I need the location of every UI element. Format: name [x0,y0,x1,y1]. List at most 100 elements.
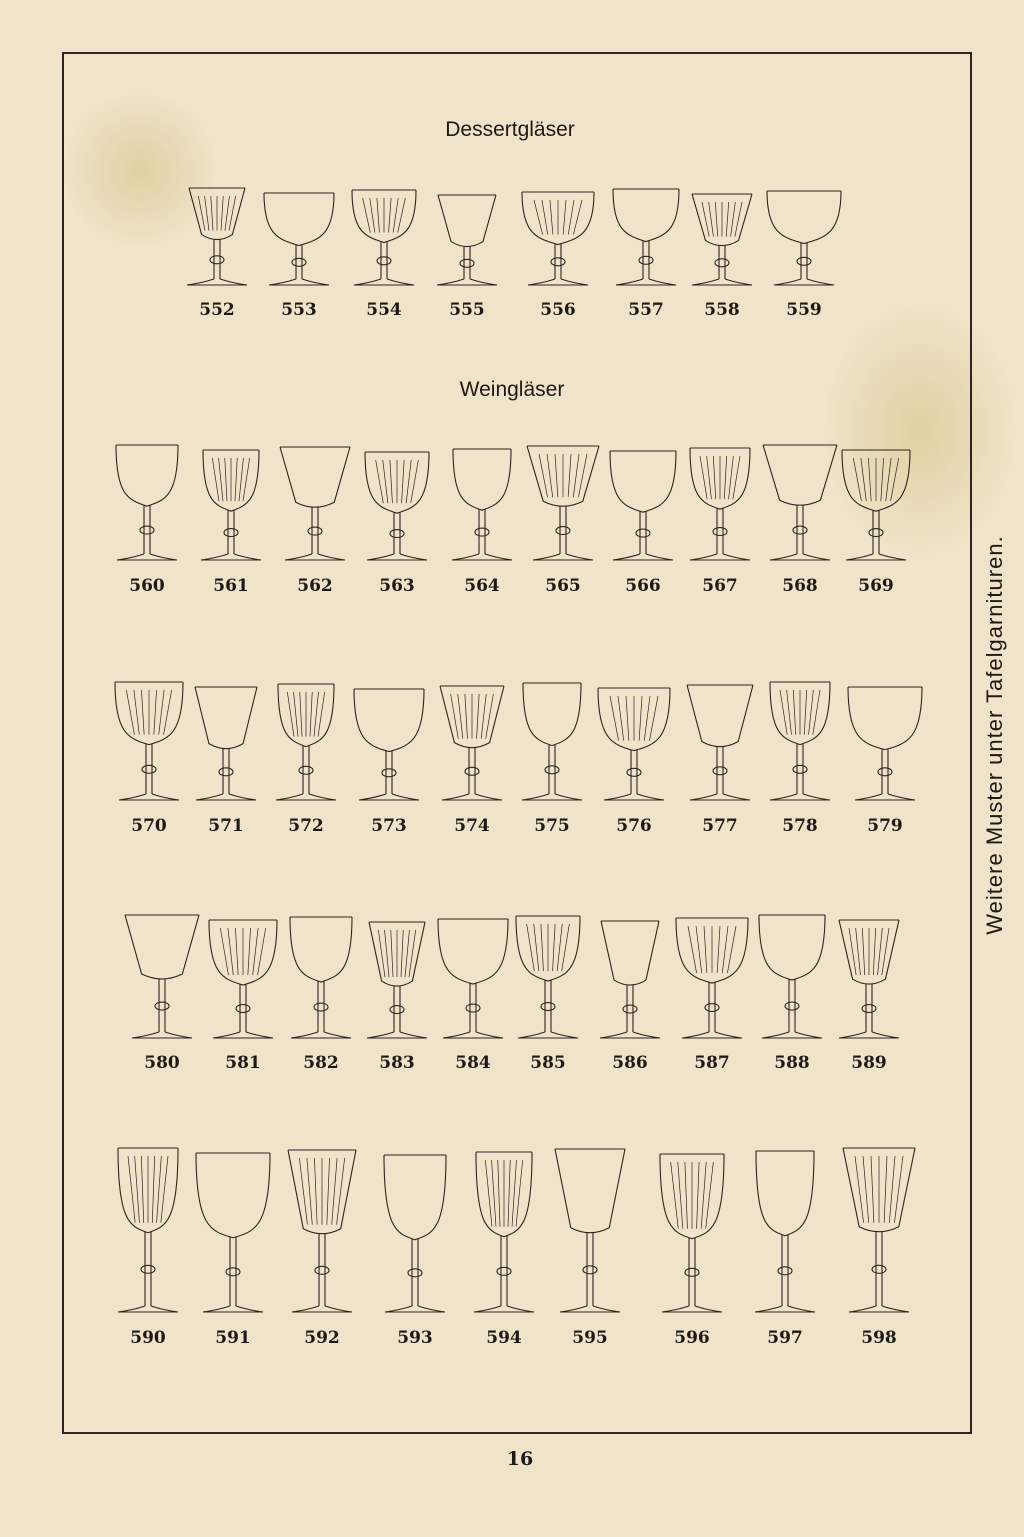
item-number: 594 [486,1328,522,1348]
glass-584 [437,918,509,1039]
glass-578 [769,681,831,801]
item-number: 596 [674,1328,710,1348]
item-number: 593 [397,1328,433,1348]
glass-560 [115,444,179,561]
glass-556 [521,191,595,286]
item-number: 558 [704,300,740,320]
glass-597 [754,1150,816,1313]
glass-557 [612,188,680,286]
item-number: 565 [545,576,581,596]
item-number: 577 [702,816,738,836]
glass-563 [364,451,430,561]
page-number: 16 [506,1448,534,1470]
item-number: 552 [199,300,235,320]
paper-stain [60,90,220,250]
glass-589 [838,919,900,1039]
glass-579 [847,686,923,801]
item-number: 569 [858,576,894,596]
glass-564 [451,448,513,561]
glass-570 [114,681,184,801]
item-number: 553 [281,300,317,320]
glass-568 [762,444,838,561]
glass-553 [263,192,335,286]
paper-stain [820,300,1020,560]
glass-566 [609,450,677,561]
glass-554 [351,189,417,286]
item-number: 561 [213,576,249,596]
glass-555 [436,194,498,286]
item-number: 560 [129,576,165,596]
glass-593 [383,1154,447,1313]
item-number: 589 [851,1053,887,1073]
glass-559 [766,190,842,286]
glass-598 [842,1147,916,1313]
glass-588 [758,914,826,1039]
item-number: 571 [208,816,244,836]
item-number: 567 [702,576,738,596]
glass-573 [353,688,425,801]
glass-567 [689,447,751,561]
item-number: 575 [534,816,570,836]
glass-581 [208,919,278,1039]
item-number: 566 [625,576,661,596]
glass-592 [287,1149,357,1313]
item-number: 576 [616,816,652,836]
glass-583 [366,921,428,1039]
glass-575 [521,682,583,801]
glass-577 [686,684,754,801]
item-number: 580 [144,1053,180,1073]
glass-558 [691,193,753,286]
item-number: 598 [861,1328,897,1348]
glass-594 [473,1151,535,1313]
item-number: 562 [297,576,333,596]
item-number: 579 [867,816,903,836]
item-number: 556 [540,300,576,320]
item-number: 578 [782,816,818,836]
item-number: 554 [366,300,402,320]
item-number: 581 [225,1053,261,1073]
glass-552 [186,187,248,286]
page-frame [62,52,972,1434]
glass-586 [599,920,661,1039]
glass-565 [526,445,600,561]
item-number: 588 [774,1053,810,1073]
item-number: 559 [786,300,822,320]
item-number: 564 [464,576,500,596]
item-number: 591 [215,1328,251,1348]
item-number: 563 [379,576,415,596]
item-number: 574 [454,816,490,836]
glass-596 [659,1153,725,1313]
item-number: 586 [612,1053,648,1073]
item-number: 597 [767,1328,803,1348]
glass-561 [200,449,262,561]
glass-585 [515,915,581,1039]
item-number: 572 [288,816,324,836]
item-number: 587 [694,1053,730,1073]
glass-569 [841,449,911,561]
item-number: 555 [449,300,485,320]
glass-572 [275,683,337,801]
glass-571 [194,686,258,801]
item-number: 568 [782,576,818,596]
section-title-dessertglaeser: Dessertgläser [445,118,575,141]
item-number: 585 [530,1053,566,1073]
glass-587 [675,917,749,1039]
item-number: 570 [131,816,167,836]
glass-591 [195,1152,271,1313]
side-note: Weitere Muster unter Tafelgarnituren. [982,535,1007,935]
item-number: 557 [628,300,664,320]
glass-580 [124,914,200,1039]
item-number: 595 [572,1328,608,1348]
item-number: 583 [379,1053,415,1073]
glass-562 [279,446,351,561]
glass-595 [554,1148,626,1313]
glass-576 [597,687,671,801]
item-number: 573 [371,816,407,836]
section-title-weinglaeser: Weingläser [459,378,565,401]
item-number: 590 [130,1328,166,1348]
glass-590 [117,1147,179,1313]
item-number: 584 [455,1053,491,1073]
item-number: 582 [303,1053,339,1073]
item-number: 592 [304,1328,340,1348]
